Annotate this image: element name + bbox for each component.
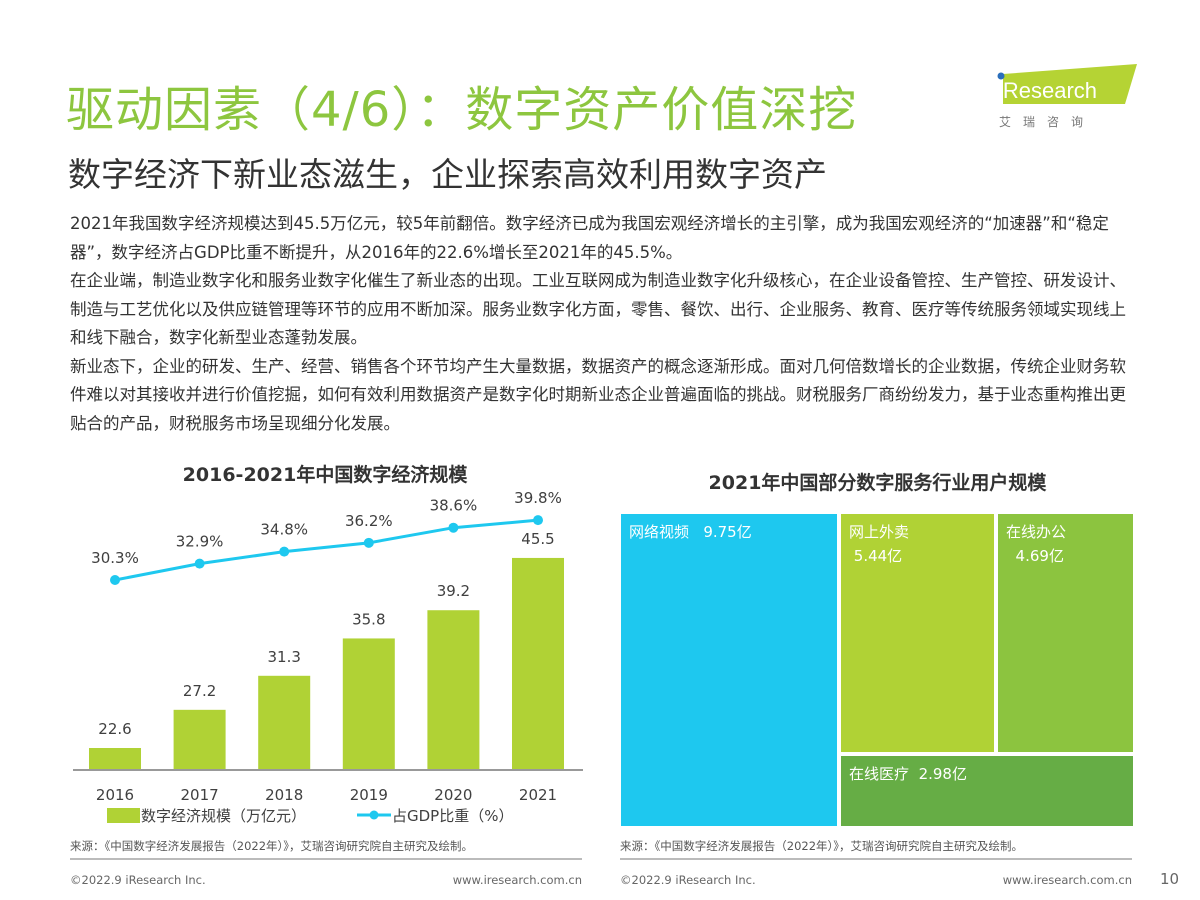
line-label: 38.6% <box>430 497 478 515</box>
bar-label: 27.2 <box>183 682 216 700</box>
website-link[interactable]: www.iresearch.com.cn <box>452 873 582 887</box>
line-label: 32.9% <box>176 533 224 551</box>
bar <box>258 675 311 770</box>
paragraph: 在企业端，制造业数字化和服务业数字化催生了新业态的出现。工业互联网成为制造业数字… <box>70 271 1126 347</box>
legend-bar-label: 数字经济规模（万亿元） <box>141 807 306 825</box>
page-subtitle: 数字经济下新业态滋生，企业探索高效利用数字资产 <box>68 155 827 194</box>
legend-line-label: 占GDP比重（%） <box>392 807 513 825</box>
line-label: 30.3% <box>91 549 139 567</box>
bar <box>427 610 480 770</box>
x-tick-label: 2020 <box>434 786 472 804</box>
iresearch-logo: iResearch 艾瑞咨询 <box>995 62 1140 132</box>
line-label: 34.8% <box>260 521 308 539</box>
page-title: 驱动因素（4/6）：数字资产价值深挖 <box>66 82 858 138</box>
x-tick-label: 2021 <box>519 786 557 804</box>
copyright: ©2022.9 iResearch Inc. <box>70 873 206 887</box>
treemap-cell-takeout: 网上外卖 5.44亿 <box>841 514 994 752</box>
treemap-cell-medical: 在线医疗 2.98亿 <box>841 756 1133 826</box>
legend-line-marker <box>369 810 379 820</box>
chart-source: 来源：《中国数字经济发展报告（2022年）》，艾瑞咨询研究院自主研究及绘制。 <box>620 839 1024 853</box>
gdp-share-line <box>114 518 539 582</box>
svg-text:艾瑞咨询: 艾瑞咨询 <box>999 114 1095 129</box>
bar <box>512 557 564 770</box>
x-tick-label: 2017 <box>181 786 219 804</box>
line-point <box>194 558 205 569</box>
website-link[interactable]: www.iresearch.com.cn <box>1002 873 1132 887</box>
footer-divider <box>620 858 1132 860</box>
paragraph: 2021年我国数字经济规模达到45.5万亿元，较5年前翻倍。数字经济已成为我国宏… <box>70 214 1109 262</box>
bar-label: 35.8 <box>352 610 385 628</box>
chart-title: 2016-2021年中国数字经济规模 <box>182 464 468 486</box>
footer-divider <box>70 858 582 860</box>
line-label: 36.2% <box>345 512 393 530</box>
chart-source: 来源：《中国数字经济发展报告（2022年）》，艾瑞咨询研究院自主研究及绘制。 <box>70 839 474 853</box>
x-tick-label: 2019 <box>350 786 388 804</box>
paragraph: 新业态下，企业的研发、生产、经营、销售各个环节均产生大量数据，数据资产的概念逐渐… <box>70 356 1126 433</box>
copyright: ©2022.9 iResearch Inc. <box>620 873 756 887</box>
line-label: 39.8% <box>514 490 562 507</box>
line-point <box>279 546 290 557</box>
treemap: 网络视频 9.75亿 网上外卖 5.44亿 在线办公 4.69亿 在线医疗 2.… <box>621 514 1133 826</box>
bar-label: 22.6 <box>98 720 131 738</box>
bar-line-chart: 22.6 2016 27.2 2017 31.3 2018 35.8 2019 39.2 2020… <box>73 490 583 825</box>
body-text: 2021年我国数字经济规模达到45.5万亿元，较5年前翻倍。数字经济已成为我国宏… <box>70 210 1140 438</box>
line-point <box>110 575 120 585</box>
svg-text:iResearch: iResearch <box>998 78 1097 103</box>
chart-title: 2021年中国部分数字服务行业用户规模 <box>708 472 1047 494</box>
bar <box>342 638 395 770</box>
bar-label: 39.2 <box>437 582 470 600</box>
x-tick-label: 2016 <box>96 786 134 804</box>
treemap-cell-video: 网络视频 9.75亿 <box>621 514 837 826</box>
bar <box>173 709 226 770</box>
bar <box>89 748 141 770</box>
legend-bar-swatch <box>107 808 140 823</box>
line-point <box>533 515 543 526</box>
bar-label: 45.5 <box>521 530 554 548</box>
line-point <box>448 522 459 533</box>
x-tick-label: 2018 <box>265 786 303 804</box>
treemap-cell-office: 在线办公 4.69亿 <box>998 514 1133 752</box>
line-point <box>363 537 374 548</box>
bar-label: 31.3 <box>267 648 300 666</box>
page-number: 10 <box>1160 870 1180 888</box>
